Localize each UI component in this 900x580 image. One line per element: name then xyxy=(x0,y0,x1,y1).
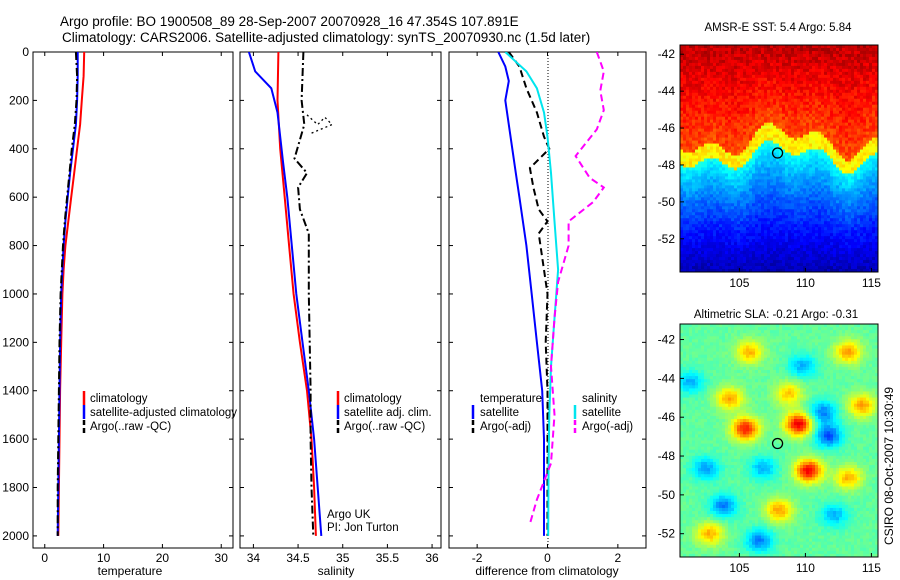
sst-map-ytick-label: -44 xyxy=(658,84,676,98)
difference-series-argo-adj--1 xyxy=(507,52,551,536)
temperature-legend-satellite: satellite-adjusted climatology xyxy=(90,407,237,419)
salinity-series-satellite-adj-clim--1 xyxy=(247,52,323,536)
sst-map-ticks: 105 110 115 -42 -44 -46 -48 -50 -52 xyxy=(658,47,882,290)
difference-legend-salinity-title: salinity xyxy=(582,393,617,405)
salinity-xtick-label: 35 xyxy=(336,551,350,565)
difference-lines xyxy=(497,52,606,536)
depth-ytick-label: 800 xyxy=(9,239,29,253)
temperature-axes-box xyxy=(32,51,234,549)
temperature-legend-climatology: climatology xyxy=(90,393,148,405)
temperature-legend-argo: Argo(..raw -QC) xyxy=(90,421,171,433)
difference-xlabel: difference from climatology xyxy=(475,564,618,578)
salinity-annotation-pi: PI: Jon Turton xyxy=(327,522,399,534)
salinity-annotation-argo-uk: Argo UK xyxy=(327,509,371,521)
difference-legend-temp-satellite: satellite xyxy=(480,407,519,419)
sst-map-ytick-label: -52 xyxy=(658,232,676,246)
difference-ticks: -2 0 2 xyxy=(449,51,646,565)
depth-ytick-label: 1200 xyxy=(2,335,29,349)
difference-panel: -2 0 2 difference from climatology tempera… xyxy=(448,51,647,578)
depth-ytick-label: 1600 xyxy=(2,432,29,446)
depth-ytick-label: 1000 xyxy=(2,287,29,301)
sst-map-ytick-label: -42 xyxy=(658,47,676,61)
salinity-legend: climatology satellite adj. clim. Argo(..… xyxy=(336,391,432,434)
difference-xtick-label: 0 xyxy=(544,551,551,565)
temperature-xtick-label: 30 xyxy=(215,551,229,565)
sst-map-ytick-label: -48 xyxy=(658,158,676,172)
temperature-xtick-label: 0 xyxy=(41,551,48,565)
sst-map-ytick-label: -50 xyxy=(658,195,676,209)
depth-ytick-label: 400 xyxy=(9,142,29,156)
sla-map-frame xyxy=(679,323,879,558)
salinity-xlabel: salinity xyxy=(318,564,355,578)
page-title-line2: Climatology: CARS2006. Satellite-adjuste… xyxy=(62,30,590,45)
difference-xtick-label: -2 xyxy=(472,551,483,565)
salinity-lines xyxy=(247,52,334,536)
temperature-ticks: 0 10 20 30 0 200 400 600 800 1000 1200 1400 1600 1800… xyxy=(2,45,233,565)
salinity-series-extra-3 xyxy=(306,114,334,135)
sla-map-xtick-label: 105 xyxy=(729,561,749,575)
salinity-axes-box xyxy=(239,51,442,549)
sla-map-ytick-label: -48 xyxy=(658,449,676,463)
sla-map-ytick-label: -52 xyxy=(658,527,676,541)
depth-ytick-label: 200 xyxy=(9,93,29,107)
difference-series-satellite-0 xyxy=(497,52,545,536)
sla-map-xtick-label: 115 xyxy=(862,561,881,575)
sla-map-title: Altimetric SLA: -0.21 Argo: -0.31 xyxy=(694,309,858,321)
salinity-ticks: 34 34.5 35 35.5 36 xyxy=(240,51,441,565)
difference-series-argo-adj--3 xyxy=(528,52,606,525)
sla-map-ticks: 105 110 115 -42 -44 -46 -48 -50 -52 xyxy=(658,333,882,575)
sla-map-panel: Altimetric SLA: -0.21 Argo: -0.31 105 110… xyxy=(658,309,882,575)
temperature-lines xyxy=(56,52,86,536)
sst-heatmap xyxy=(680,45,878,272)
sst-map-title: AMSR-E SST: 5.4 Argo: 5.84 xyxy=(704,22,852,34)
sla-argo-marker xyxy=(771,437,784,450)
sla-argo-position xyxy=(771,437,784,450)
salinity-series-argo-raw-qc--2 xyxy=(293,52,315,536)
sst-map-xtick-label: 110 xyxy=(796,276,815,290)
salinity-xtick-label: 34.5 xyxy=(286,551,310,565)
difference-xtick-label: 2 xyxy=(615,551,622,565)
sst-map-panel: AMSR-E SST: 5.4 Argo: 5.84 105 110 115 -42 -… xyxy=(658,22,882,290)
difference-legend-sal-satellite: satellite xyxy=(582,407,621,419)
sla-heatmap xyxy=(680,324,878,557)
sst-argo-position xyxy=(771,147,784,159)
sla-map-ytick-label: -44 xyxy=(658,371,676,385)
difference-legend: temperature satellite Argo(-adj) salinit… xyxy=(471,393,633,434)
salinity-xtick-label: 35.5 xyxy=(376,551,400,565)
depth-ytick-label: 1800 xyxy=(2,481,29,495)
salinity-xtick-label: 34 xyxy=(247,551,261,565)
sst-argo-marker xyxy=(771,147,784,159)
salinity-panel: 34 34.5 35 35.5 36 salinity climatology sate… xyxy=(239,51,442,578)
depth-ytick-label: 600 xyxy=(9,190,29,204)
credit-stamp: CSIRO 08-Oct-2007 10:30:49 xyxy=(882,387,896,545)
depth-ytick-label: 2000 xyxy=(2,529,29,543)
sla-map-ytick-label: -50 xyxy=(658,488,676,502)
temperature-legend: climatology satellite-adjusted climatolo… xyxy=(82,391,237,434)
temperature-xlabel: temperature xyxy=(98,564,163,578)
sla-map-xtick-label: 110 xyxy=(796,561,815,575)
temperature-xtick-label: 10 xyxy=(97,551,111,565)
depth-ytick-label: 0 xyxy=(22,45,29,59)
sla-map-ytick-label: -42 xyxy=(658,333,676,347)
sst-map-frame xyxy=(679,44,879,273)
sst-map-xtick-label: 105 xyxy=(729,276,749,290)
page-title-line1: Argo profile: BO 1900508_89 28-Sep-2007 … xyxy=(60,14,519,29)
difference-legend-temperature-title: temperature xyxy=(480,393,542,405)
salinity-legend-satellite: satellite adj. clim. xyxy=(344,407,432,419)
sst-map-xtick-label: 115 xyxy=(862,276,881,290)
depth-ytick-label: 1400 xyxy=(2,384,29,398)
salinity-xtick-label: 36 xyxy=(425,551,439,565)
sst-map-ytick-label: -46 xyxy=(658,121,676,135)
salinity-legend-argo: Argo(..raw -QC) xyxy=(344,421,425,433)
difference-series-satellite-2 xyxy=(504,52,560,536)
sla-map-ytick-label: -46 xyxy=(658,410,676,424)
temperature-xtick-label: 20 xyxy=(156,551,170,565)
difference-legend-temp-argo: Argo(-adj) xyxy=(480,421,531,433)
difference-legend-sal-argo: Argo(-adj) xyxy=(582,421,633,433)
temperature-panel: 0 10 20 30 0 200 400 600 800 1000 1200 1400 1600 1800… xyxy=(2,45,237,578)
temperature-series-argo-raw-qc--2 xyxy=(56,52,79,536)
salinity-legend-climatology: climatology xyxy=(344,393,402,405)
